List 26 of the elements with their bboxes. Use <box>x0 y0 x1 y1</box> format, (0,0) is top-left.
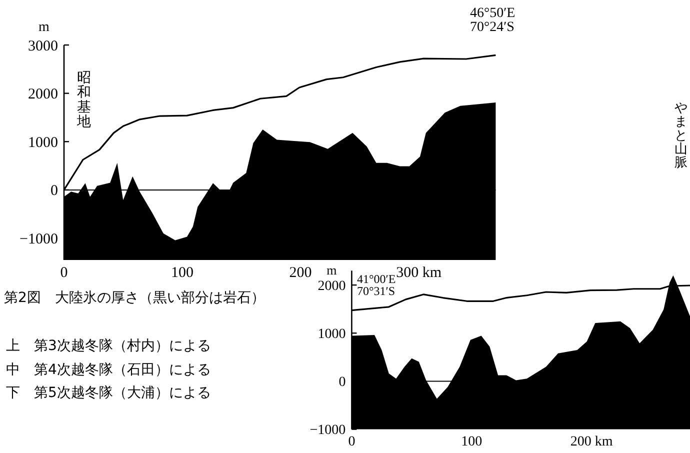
y-tick-label: −1000 <box>20 232 58 248</box>
y-tick-label: 1000 <box>28 134 58 151</box>
x-tick-label: 200 <box>289 265 312 281</box>
y-tick-label: 0 <box>338 375 346 390</box>
y-tick-label: 0 <box>50 183 58 200</box>
x-tick-label: 200 km <box>570 434 613 450</box>
text: 第2図 大陸氷の厚さ（黒い部分は岩石） <box>4 289 266 308</box>
annotation: 41°00′E 70°31′S <box>357 272 396 298</box>
annotation: 昭和基地 <box>76 70 91 130</box>
y-tick-label: 2000 <box>28 86 58 103</box>
text: 中 第4次越冬隊（石田）による <box>6 362 211 378</box>
x-tick-label: 100 <box>171 265 194 281</box>
y-tick-label: 2000 <box>318 278 346 294</box>
x-tick-label: 100 <box>461 434 482 450</box>
text: 上 第3次越冬隊（村内）による <box>6 338 211 354</box>
text: 46°50′E 70°24′S <box>470 6 516 35</box>
x-tick-label: 0 <box>60 265 68 281</box>
x-tick-label: 300 km <box>396 265 442 281</box>
x-tick-label: 0 <box>348 434 356 450</box>
y-tick-label: −1000 <box>310 423 346 438</box>
text: やまと山脈 <box>674 101 688 171</box>
y-tick-label: 1000 <box>318 327 346 342</box>
y-axis-title: m <box>326 262 337 278</box>
y-axis-title: m <box>38 20 50 35</box>
text: 下 第5次越冬隊（大浦）による <box>6 385 211 401</box>
y-tick-label: 3000 <box>28 38 58 54</box>
